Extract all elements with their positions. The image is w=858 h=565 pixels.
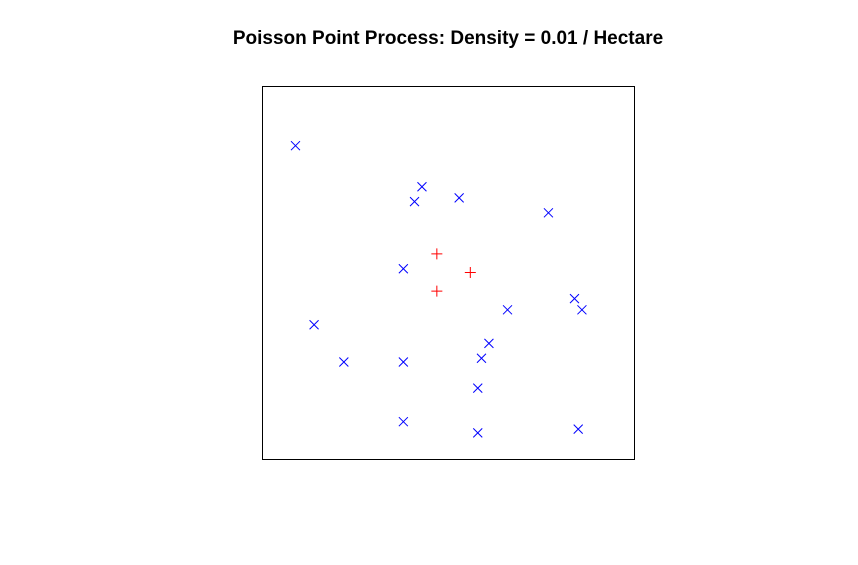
point-x-marker <box>398 416 409 427</box>
point-x-marker <box>543 207 554 218</box>
point-plus-marker <box>431 248 443 260</box>
point-x-marker <box>309 319 319 330</box>
points-layer <box>290 140 587 438</box>
point-x-marker <box>484 338 494 349</box>
point-plus-marker <box>431 285 443 297</box>
point-x-marker <box>476 353 487 364</box>
point-x-marker <box>577 304 587 315</box>
point-x-marker <box>290 140 301 151</box>
chart-title: Poisson Point Process: Density = 0.01 / … <box>232 28 664 49</box>
point-x-marker <box>417 181 427 192</box>
point-x-marker <box>454 193 465 203</box>
point-x-marker <box>502 304 513 315</box>
point-plus-marker <box>464 267 476 278</box>
point-x-marker <box>338 357 349 367</box>
point-x-marker <box>409 196 420 207</box>
point-x-marker <box>398 263 409 274</box>
point-x-marker <box>472 383 483 393</box>
point-x-marker <box>398 357 409 367</box>
point-x-marker <box>573 424 584 435</box>
plot-frame <box>262 86 635 460</box>
point-x-marker <box>472 428 483 438</box>
point-x-marker <box>569 293 580 304</box>
